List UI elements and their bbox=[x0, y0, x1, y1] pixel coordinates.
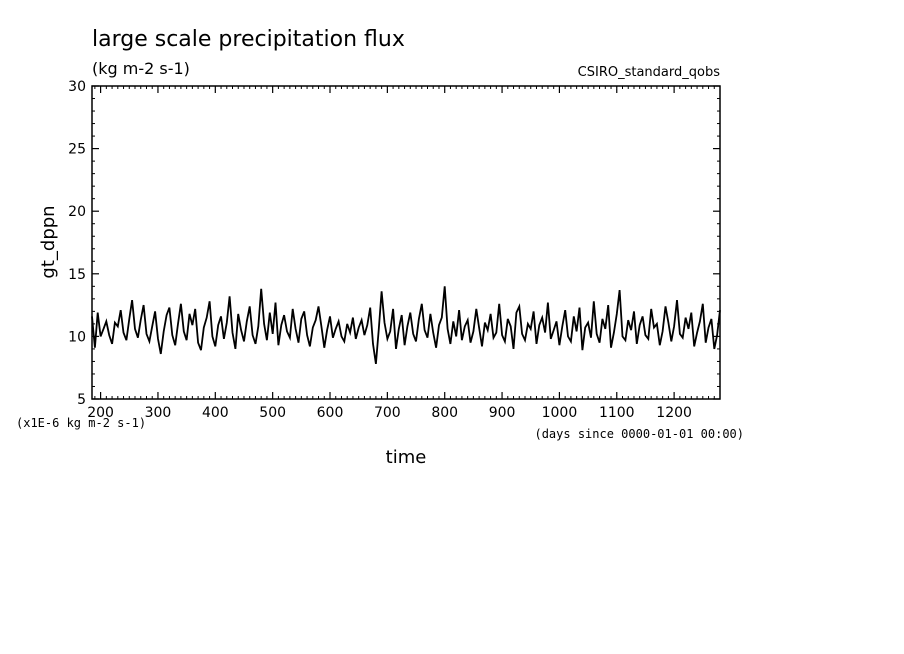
x-tick-label: 400 bbox=[202, 405, 229, 421]
x-tick-label: 900 bbox=[489, 405, 516, 421]
y-tick-label: 20 bbox=[68, 204, 86, 220]
chart-title: large scale precipitation flux bbox=[92, 27, 405, 52]
y-tick-label: 25 bbox=[68, 142, 86, 158]
x-tick-label: 300 bbox=[145, 405, 172, 421]
plot-frame bbox=[91, 85, 721, 400]
x-tick-label: 1000 bbox=[542, 405, 578, 421]
y-scale-note: (x1E-6 kg m-2 s-1) bbox=[16, 416, 146, 430]
y-tick-label: 15 bbox=[68, 267, 86, 283]
y-tick-label: 10 bbox=[68, 329, 86, 345]
x-tick-label: 200 bbox=[87, 405, 114, 421]
x-axis-label: time bbox=[386, 447, 427, 468]
x-tick-label: 700 bbox=[374, 405, 401, 421]
x-tick-label: 500 bbox=[259, 405, 286, 421]
x-tick-label: 1100 bbox=[599, 405, 635, 421]
x-axis: 200 300 400 500 600 700 800 900 1000 1100 1200 bbox=[87, 86, 721, 421]
x-tick-label: 1200 bbox=[656, 405, 692, 421]
y-axis: 5 10 15 20 25 30 bbox=[68, 79, 720, 408]
source-label: CSIRO_standard_qobs bbox=[578, 65, 721, 80]
x-axis-note: (days since 0000-01-01 00:00) bbox=[534, 427, 744, 441]
chart-units: (kg m-2 s-1) bbox=[92, 59, 190, 78]
y-tick-label: 5 bbox=[77, 392, 86, 408]
x-tick-label: 600 bbox=[317, 405, 344, 421]
x-tick-label: 800 bbox=[431, 405, 458, 421]
series-line-gt-dppn bbox=[91, 286, 721, 365]
y-axis-label: gt_dppn bbox=[38, 205, 59, 278]
y-tick-label: 30 bbox=[68, 79, 86, 95]
